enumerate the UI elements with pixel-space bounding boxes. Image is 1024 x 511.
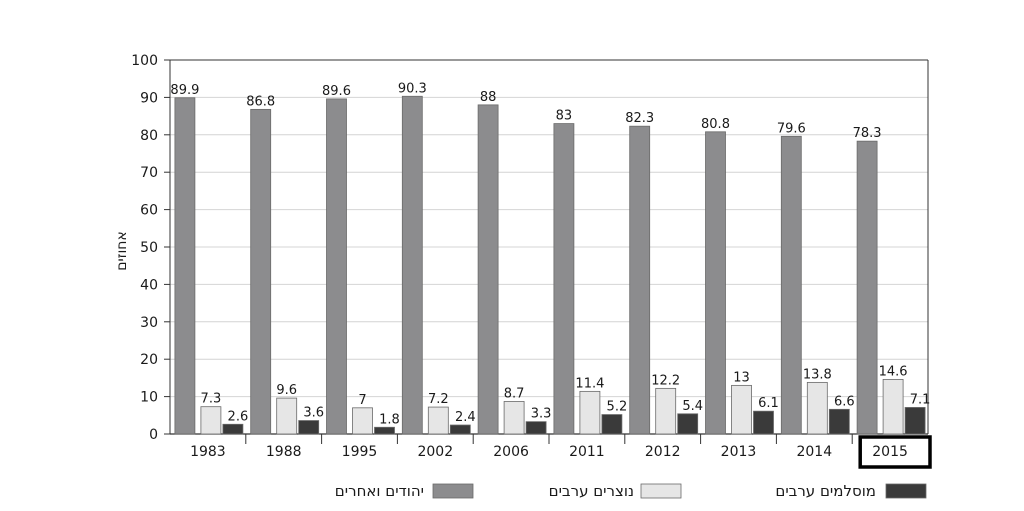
- x-tick-label: 2011: [569, 444, 605, 460]
- data-label: 3.3: [531, 407, 552, 422]
- data-label: 2.6: [228, 409, 249, 424]
- y-tick-label: 80: [140, 128, 158, 144]
- data-label: 14.6: [879, 364, 908, 379]
- x-tick-label: 2006: [493, 444, 529, 460]
- bar: [629, 125, 651, 435]
- bar: [401, 95, 423, 435]
- gridlines: [170, 59, 928, 398]
- data-label: 90.3: [398, 81, 427, 96]
- x-tick-label: 1983: [190, 444, 226, 460]
- bar: [601, 414, 623, 435]
- data-label: 5.2: [607, 400, 628, 415]
- data-label: 2.4: [455, 410, 476, 425]
- x-tick-label: 2013: [721, 444, 757, 460]
- bar: [427, 406, 449, 435]
- bar: [503, 401, 525, 435]
- bar: [525, 421, 547, 435]
- data-label: 13.8: [803, 367, 832, 382]
- data-label: 13: [733, 370, 750, 385]
- data-label: 88: [480, 90, 497, 105]
- y-tick-label: 70: [140, 165, 158, 181]
- data-label: 80.8: [701, 117, 730, 132]
- data-label: 11.4: [575, 376, 604, 391]
- bar: [477, 104, 499, 435]
- data-label: 7: [358, 393, 366, 408]
- y-axis-title: אחוזים: [114, 231, 130, 271]
- x-tick-label: 1988: [266, 444, 302, 460]
- y-tick-label: 60: [140, 203, 158, 219]
- data-label: 86.8: [246, 94, 275, 109]
- data-label: 6.6: [834, 394, 855, 409]
- data-label: 9.6: [276, 383, 297, 398]
- data-label: 89.9: [170, 83, 199, 98]
- legend: יהודים ואחרים נוצרים ערבים מוסלמים ערבים: [335, 482, 927, 500]
- data-label: 83: [556, 109, 573, 124]
- bar: [250, 108, 272, 435]
- bar: [705, 131, 726, 435]
- bar: [579, 390, 601, 435]
- bar: [882, 378, 904, 435]
- x-tick-label: 2015: [872, 444, 908, 460]
- data-label: 89.6: [322, 84, 351, 99]
- bar: [806, 381, 828, 435]
- bar: [731, 384, 752, 435]
- bar: [655, 387, 677, 435]
- data-label: 7.2: [428, 392, 449, 407]
- bar: [276, 397, 298, 435]
- y-tick-label: 90: [140, 90, 158, 106]
- bar: [753, 410, 774, 435]
- data-label: 5.4: [682, 399, 703, 414]
- bar: [298, 420, 320, 435]
- axes: 0 10 20 30 40 50 60 70 80 90 100 אחוזים 1983 1988 1995…: [114, 53, 932, 469]
- x-tick-label: 2012: [645, 444, 681, 460]
- bar: [200, 406, 222, 435]
- bar: [780, 135, 802, 435]
- y-tick-label: 100: [131, 53, 158, 69]
- y-tick-label: 30: [140, 315, 158, 331]
- x-tick-label: 2014: [796, 444, 832, 460]
- data-label: 7.3: [201, 392, 222, 407]
- y-tick-label: 40: [140, 277, 158, 293]
- bar: [374, 426, 395, 435]
- data-label: 12.2: [651, 373, 680, 388]
- legend-label: מוסלמים ערבים: [775, 482, 876, 500]
- bar: [856, 140, 878, 435]
- data-label: 3.6: [303, 406, 324, 421]
- data-label: 8.7: [504, 386, 525, 401]
- y-tick-label: 50: [140, 240, 158, 256]
- y-tick-label: 0: [149, 427, 158, 443]
- x-tick-label: 2002: [417, 444, 453, 460]
- legend-label: נוצרים ערבים: [549, 482, 634, 500]
- legend-swatch: [432, 483, 474, 499]
- legend-label: יהודים ואחרים: [335, 482, 424, 500]
- bar: [174, 97, 196, 435]
- legend-swatch: [640, 483, 682, 499]
- data-label: 7.1: [910, 392, 931, 407]
- y-tick-label: 10: [140, 390, 158, 406]
- bar: [222, 423, 244, 435]
- data-labels: 89.9 86.8 89.6 90.3 88 83 82.3 80.8 79.6 78.3 7.3 9…: [170, 81, 930, 427]
- bar: [677, 413, 699, 435]
- bar: [828, 408, 850, 435]
- legend-swatch: [885, 483, 927, 499]
- bar: [449, 424, 471, 435]
- x-tick-label: 1995: [342, 444, 378, 460]
- data-label: 1.8: [379, 412, 400, 427]
- bar: [904, 407, 926, 435]
- highlight-box: [858, 435, 932, 469]
- y-tick-label: 20: [140, 352, 158, 368]
- data-label: 78.3: [853, 126, 882, 141]
- bars: [174, 95, 926, 435]
- bar: [553, 123, 575, 435]
- bar: [326, 98, 347, 435]
- bar: [352, 407, 373, 435]
- data-label: 82.3: [625, 111, 654, 126]
- data-label: 79.6: [777, 121, 806, 136]
- data-label: 6.1: [758, 396, 779, 411]
